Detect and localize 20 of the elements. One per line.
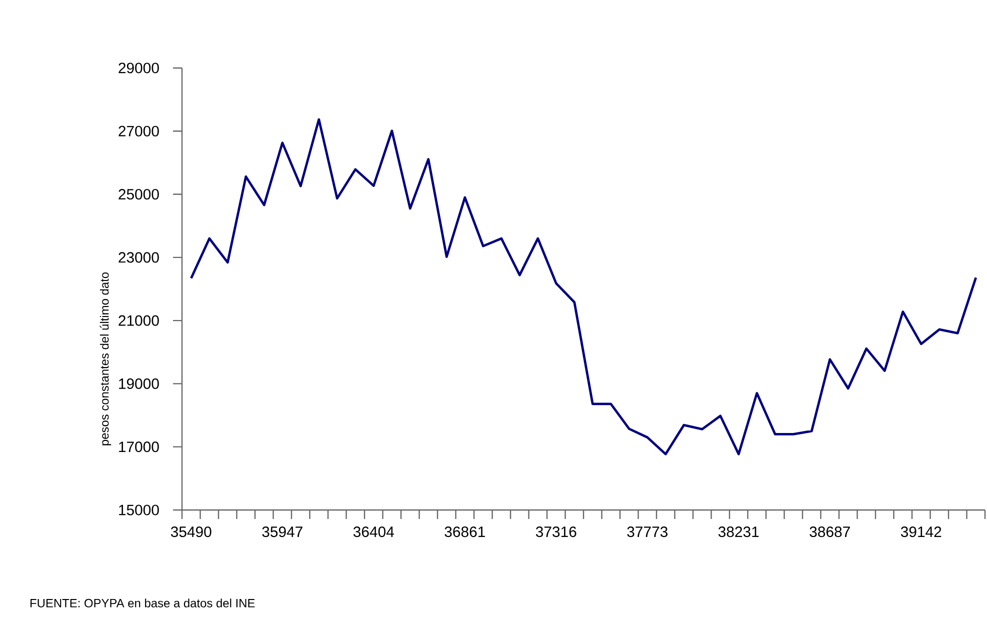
y-tick-label: 29000	[118, 62, 159, 74]
y-axis-title: pesos constantes del último dato	[100, 272, 112, 446]
x-tick-label: 37773	[627, 526, 668, 538]
y-tick-label: 23000	[118, 252, 159, 263]
y-tick-label: 17000	[119, 442, 159, 452]
y-tick-label: 25000	[118, 188, 159, 200]
line-series	[190, 118, 978, 456]
x-tick-label: 35947	[262, 526, 302, 538]
x-tick-label: 38687	[810, 526, 850, 538]
x-tick-label: 39142	[900, 526, 942, 538]
y-tick-label: 27000	[118, 126, 159, 136]
y-tick-label: 15000	[119, 504, 159, 516]
y-tick-label: 19000	[119, 378, 159, 389]
y-tick-label: 21000	[118, 315, 159, 326]
x-tick-label: 36861	[444, 526, 485, 538]
x-tick-label: 38231	[718, 526, 759, 538]
x-tick-label: 35490	[170, 526, 212, 538]
x-tick-label: 36404	[353, 526, 394, 538]
source-note: FUENTE: OPYPA en base a datos del INE	[30, 598, 255, 608]
x-tick-label: 37316	[536, 526, 576, 538]
